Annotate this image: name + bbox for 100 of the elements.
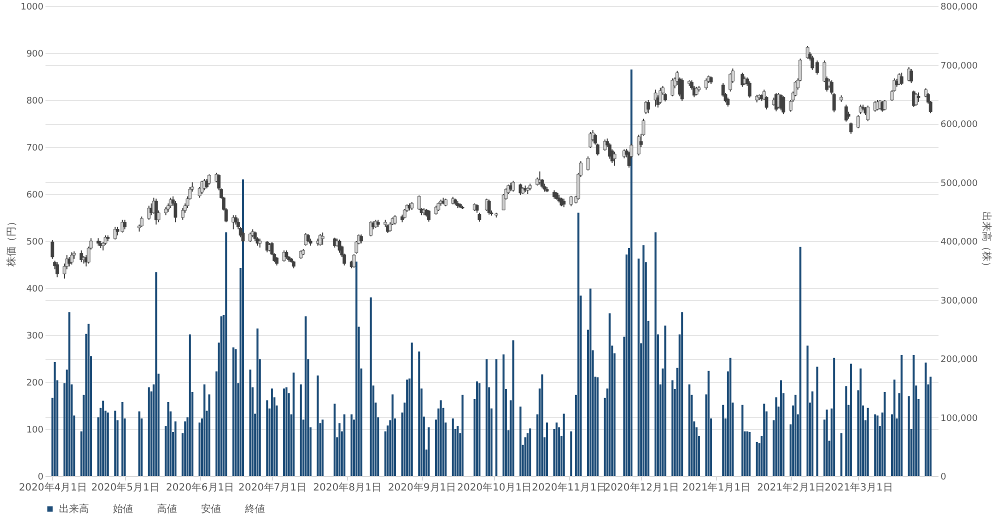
y-tick-label: 100 <box>26 426 44 436</box>
bar <box>850 364 852 476</box>
bar <box>512 340 514 476</box>
bar <box>220 316 222 476</box>
y2-tick-label: 200,000 <box>940 355 978 365</box>
candlestick <box>147 205 151 220</box>
candlestick <box>914 92 918 106</box>
candlestick <box>916 92 920 102</box>
bar <box>188 334 191 476</box>
candlestick <box>910 68 913 84</box>
bar <box>322 420 324 476</box>
x-tick-label: 2020年7月1日 <box>238 482 307 494</box>
candlestick <box>844 104 848 122</box>
bar <box>406 380 408 476</box>
y2-tick-label: 300,000 <box>940 296 978 306</box>
candlestick <box>318 233 322 246</box>
bar <box>708 370 710 476</box>
bar <box>746 431 748 476</box>
bar <box>338 423 341 476</box>
bar <box>722 404 724 476</box>
bar <box>577 212 580 476</box>
bar <box>114 410 116 476</box>
candlestick <box>205 178 209 189</box>
y-tick-label: 600 <box>26 190 44 200</box>
bar <box>519 406 522 476</box>
bar <box>350 414 353 476</box>
y2-tick-label: 700,000 <box>940 61 978 72</box>
x-tick-label: 2020年12月1日 <box>604 482 679 494</box>
bar <box>292 372 295 476</box>
x-tick-label: 2020年10月1日 <box>457 482 532 494</box>
bar <box>556 422 558 476</box>
bar <box>799 246 802 476</box>
bar <box>232 347 234 476</box>
bar <box>589 288 592 476</box>
candlestick <box>636 134 640 156</box>
bar <box>806 346 809 476</box>
bar <box>688 384 690 476</box>
legend-label: 出来高 <box>59 503 89 515</box>
y-tick-label: 900 <box>26 50 44 60</box>
x-tick-label: 2021年1月1日 <box>682 482 750 494</box>
y2-tick-label: 100,000 <box>940 414 978 424</box>
candlestick <box>806 45 810 60</box>
candlestick <box>320 232 324 246</box>
candlestick <box>123 219 126 230</box>
x-tick-label: 2020年5月1日 <box>91 482 160 494</box>
bar <box>495 359 498 476</box>
bar <box>486 359 488 476</box>
bar <box>570 431 572 476</box>
bar <box>418 351 420 476</box>
x-tick-label: 2020年9月1日 <box>388 482 456 494</box>
x-tick-label: 2021年2月1日 <box>757 482 826 494</box>
bar <box>355 262 358 476</box>
bar <box>334 404 336 476</box>
bar <box>908 396 910 476</box>
candlestick <box>748 80 752 98</box>
candlestick <box>856 114 860 129</box>
bar <box>440 400 442 476</box>
bar <box>225 232 228 476</box>
bar <box>912 354 915 476</box>
bar <box>893 380 896 476</box>
bar <box>155 272 158 476</box>
candlestick <box>849 122 853 134</box>
bar <box>845 386 848 476</box>
y-tick-label: 200 <box>26 378 44 388</box>
bar <box>924 362 927 476</box>
bar <box>654 232 657 476</box>
candlestick <box>200 180 204 194</box>
y2-tick-label: 600,000 <box>940 120 978 130</box>
bar <box>546 422 548 476</box>
candlestick <box>113 226 117 240</box>
candlestick <box>586 156 590 171</box>
bar <box>249 370 252 476</box>
bar <box>930 376 932 476</box>
bar <box>138 411 140 476</box>
candlestick <box>728 72 732 92</box>
bar <box>562 414 565 476</box>
bar <box>392 394 394 476</box>
y2-axis-title: 出来高（株） <box>980 212 993 272</box>
candlestick <box>180 208 184 220</box>
x-tick-label: 2020年4月1日 <box>18 482 88 494</box>
bar <box>102 400 104 476</box>
bar <box>370 297 372 476</box>
text: 始値 <box>113 503 133 515</box>
bar <box>826 410 828 476</box>
y-tick-label: 800 <box>26 96 44 106</box>
bar <box>630 69 632 476</box>
bar <box>462 394 464 476</box>
bar <box>840 433 842 476</box>
bar <box>608 313 611 476</box>
bar <box>428 427 430 476</box>
x-tick-label: 2020年6月1日 <box>166 482 234 494</box>
y-tick-label: 1000 <box>20 2 44 12</box>
bar <box>671 380 674 476</box>
candlestick <box>208 174 211 186</box>
text: 終値 <box>244 503 265 515</box>
bar <box>456 426 459 476</box>
y-tick-label: 0 <box>38 472 44 482</box>
bar <box>794 394 796 476</box>
bar <box>876 415 879 476</box>
bar <box>874 414 876 476</box>
